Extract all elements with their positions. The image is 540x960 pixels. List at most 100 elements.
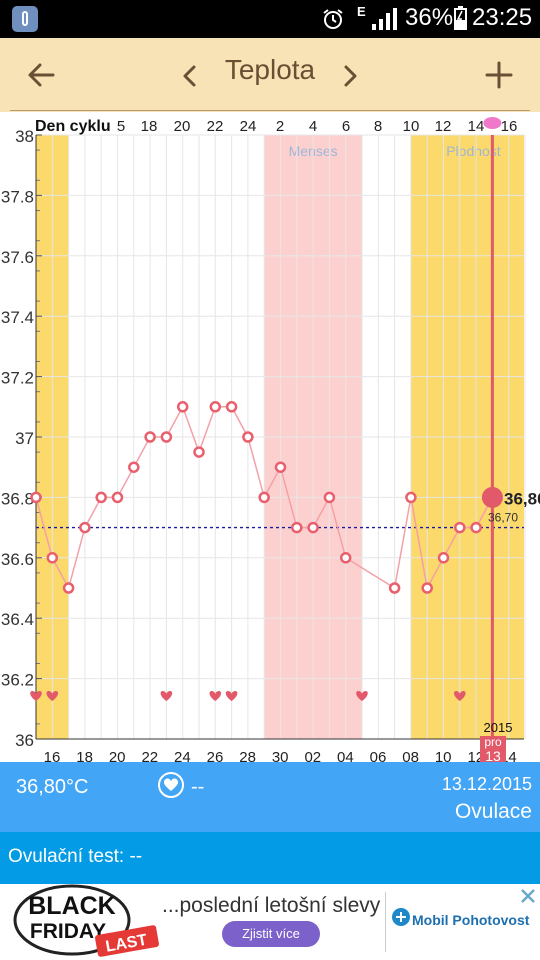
temperature-point (307, 521, 319, 534)
temperature-point (454, 521, 466, 534)
top-axis-label: 5 (117, 118, 125, 135)
today-badge-day: 13 (485, 748, 501, 762)
bottom-axis-label: 24 (174, 749, 191, 762)
bottom-axis-label: 10 (435, 749, 452, 762)
temperature-point (62, 582, 75, 594)
back-arrow-icon[interactable] (26, 60, 56, 90)
cycle-phase: Ovulace (454, 800, 532, 823)
ad-close-icon[interactable] (518, 886, 538, 906)
top-axis-label: 10 (403, 118, 420, 135)
temperature-point (128, 461, 140, 473)
ad-banner[interactable]: BLACK FRIDAY LAST ...poslední letošní sl… (0, 884, 540, 960)
network-type-label: E (357, 4, 366, 19)
battery-charging-icon (454, 6, 467, 30)
battery-percent: 36% (405, 4, 454, 31)
temperature-point (258, 491, 270, 504)
temperature-point (291, 521, 303, 534)
today-top-marker (483, 117, 502, 129)
bottom-axis-label: 18 (76, 749, 93, 762)
bottom-axis-label: 12 (467, 749, 484, 762)
y-tick-label: 36.8 (1, 489, 34, 508)
temperature-point (209, 401, 222, 413)
clock: 23:25 (472, 4, 533, 31)
intercourse-value: -- (191, 776, 205, 798)
bottom-axis-label: 22 (141, 749, 158, 762)
ovulation-test-row[interactable]: Ovulační test: -- (0, 832, 540, 884)
temperature-point (405, 491, 417, 504)
temperature-point (160, 431, 173, 443)
selected-temperature-point (481, 486, 503, 508)
bottom-axis-label: 26 (207, 749, 224, 762)
toolbar: Teplota (0, 38, 540, 112)
page-title: Teplota (224, 54, 316, 85)
info-bar: 36,80°C -- 13.12.2015 Ovulace (0, 762, 540, 832)
temperature-point (323, 491, 336, 504)
bottom-axis-label: 04 (337, 749, 354, 762)
bottom-axis-label: 08 (402, 749, 419, 762)
y-tick-label: 36.4 (1, 610, 34, 629)
next-chevron-icon[interactable] (340, 64, 360, 88)
top-axis-label: 4 (309, 118, 317, 135)
top-axis-label: 16 (501, 118, 518, 135)
ad-brand-name: Mobil Pohotovost (412, 912, 530, 928)
coverline-label: 36,70 (488, 511, 518, 525)
alarm-icon (323, 9, 343, 29)
temperature-point (46, 552, 59, 564)
y-tick-label: 37.4 (1, 308, 34, 327)
selected-temperature-label: 36,80 (504, 489, 540, 508)
bottom-axis-label: 30 (272, 749, 289, 762)
intercourse-heart-icon (209, 691, 222, 701)
ad-logo-line2: FRIDAY (30, 920, 106, 943)
ad-cta-button[interactable]: Zjistit více (222, 921, 320, 947)
selected-date: 13.12.2015 (441, 774, 532, 794)
intercourse-heart-button[interactable] (158, 772, 184, 798)
temperature-point (176, 401, 189, 413)
temperature-point (79, 521, 91, 534)
y-tick-label: 36.6 (1, 550, 34, 569)
top-axis-strip (36, 112, 524, 134)
temperature-point (95, 491, 107, 504)
y-tick-label: 38 (15, 127, 34, 146)
black-friday-logo: BLACK FRIDAY LAST (13, 884, 159, 957)
top-axis-label: 12 (435, 118, 452, 135)
intercourse-heart-icon (356, 691, 368, 701)
intercourse-heart-icon (225, 691, 238, 701)
temperature-point (339, 552, 352, 564)
top-axis-label: 8 (374, 118, 382, 135)
today-badge-tag: pro (484, 735, 502, 749)
y-tick-label: 37.6 (1, 248, 34, 267)
top-axis-label: 18 (141, 118, 158, 135)
y-tick-label: 37.8 (1, 187, 34, 206)
y-tick-label: 37.2 (1, 369, 34, 388)
thermometer-app-icon (12, 6, 38, 32)
y-tick-label: 37 (15, 429, 34, 448)
top-axis-label: 24 (240, 118, 257, 135)
bottom-axis-label: 16 (44, 749, 61, 762)
top-axis-label: 14 (468, 118, 485, 135)
chart-title: Den cyklu (35, 118, 111, 135)
bottom-axis-label: 20 (109, 749, 126, 762)
intercourse-heart-icon (46, 691, 59, 701)
top-axis-label: 2 (276, 118, 284, 135)
today-badge (480, 736, 506, 762)
chart-title-bg (35, 112, 111, 134)
intercourse-heart-icon (454, 691, 466, 701)
today-year-label: 2015 (484, 720, 513, 735)
temperature-point (470, 521, 482, 534)
temperature-point (225, 401, 238, 413)
temperature-point (388, 582, 401, 594)
bottom-axis-label: 02 (304, 749, 321, 762)
previous-chevron-icon[interactable] (180, 64, 200, 88)
top-axis-label: 20 (174, 118, 191, 135)
temperature-point (242, 431, 254, 443)
top-axis-label: 22 (207, 118, 224, 135)
top-axis-label: 6 (342, 118, 350, 135)
add-plus-icon[interactable] (484, 60, 514, 90)
ad-logo-line1: BLACK (28, 892, 116, 920)
temperature-point (274, 461, 287, 473)
temperature-point (30, 491, 42, 504)
ad-brand-plus-icon (392, 908, 410, 926)
intercourse-heart-icon (30, 691, 42, 701)
temperature-chart[interactable]: Menses Plodnost 38 37.8 37.6 37.4 37.2 37 36.8 36… (0, 112, 540, 762)
temperature-point (111, 491, 124, 504)
